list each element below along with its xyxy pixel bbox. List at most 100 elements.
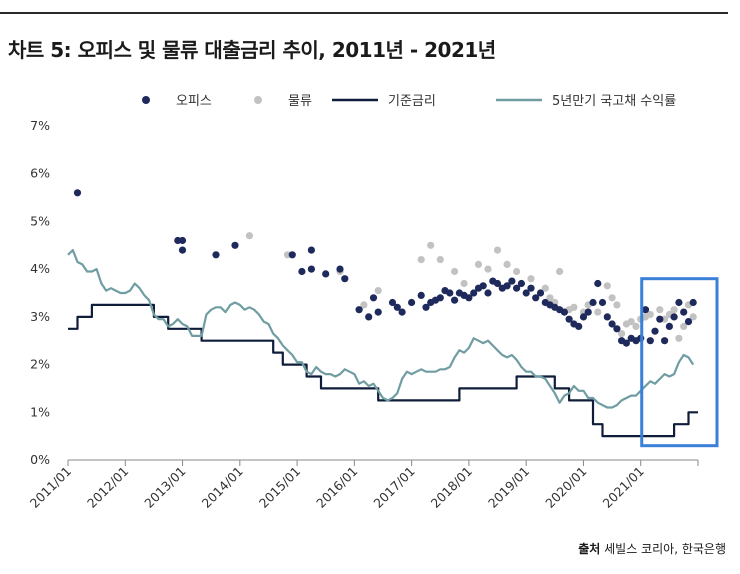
- logistics-point: [245, 232, 253, 240]
- office-point: [589, 298, 597, 307]
- office-point: [493, 279, 502, 288]
- office-point: [408, 298, 416, 307]
- logistics-point: [603, 282, 611, 290]
- logistics-point: [451, 267, 459, 276]
- office-point: [298, 267, 306, 276]
- office-point: [579, 313, 588, 321]
- office-point: [608, 320, 616, 328]
- logistics-point: [493, 246, 502, 254]
- office-point: [603, 313, 611, 321]
- office-point: [656, 315, 664, 323]
- office-point: [517, 279, 526, 288]
- y-tick-label: 0%: [30, 452, 50, 467]
- legend-label-office: 오피스: [176, 94, 212, 109]
- logistics-point: [689, 313, 697, 321]
- office-point: [307, 265, 315, 273]
- logistics-point: [436, 256, 444, 264]
- office-point: [560, 308, 569, 316]
- logistics-point: [632, 322, 640, 330]
- office-point: [470, 289, 478, 297]
- logistics-point: [360, 301, 368, 309]
- x-tick-label: 2017/01: [370, 464, 417, 511]
- logistics-point: [427, 241, 435, 249]
- x-tick-label: 2012/01: [84, 464, 131, 511]
- base_rate-line: [68, 303, 698, 438]
- y-tick-label: 2%: [30, 357, 50, 372]
- office-point: [675, 298, 683, 307]
- office-point: [451, 296, 459, 304]
- legend: 오피스 물류 기준금리 5년만기 국고채 수익률: [142, 94, 676, 109]
- office-point: [212, 251, 220, 259]
- office-point: [575, 322, 583, 330]
- x-axis: 2011/01 2012/01 2013/01 2014/01 2015/01 2016/…: [27, 459, 699, 511]
- office-point: [178, 246, 187, 254]
- x-tick-label: 2019/01: [485, 464, 532, 511]
- source-label: 출처: [578, 542, 601, 556]
- office-point: [436, 294, 444, 302]
- office-point: [565, 315, 573, 323]
- y-axis: 0% 1% 2% 3% 4% 5% 6% 7%: [30, 118, 50, 467]
- logistics-point: [474, 260, 483, 268]
- office-point: [231, 241, 239, 249]
- office-point: [613, 325, 621, 333]
- office-point: [622, 339, 631, 347]
- highlight-rect: [640, 277, 719, 448]
- logistics-point: [618, 330, 626, 338]
- logistics-point: [646, 310, 654, 319]
- logistics-point: [613, 301, 621, 309]
- office-point: [388, 298, 397, 307]
- logistics-point: [513, 267, 521, 276]
- y-tick-label: 4%: [30, 261, 50, 276]
- logistics-point: [374, 287, 382, 295]
- office-point: [178, 236, 187, 245]
- office-point: [584, 308, 592, 316]
- office-point: [513, 284, 521, 292]
- office-point: [341, 275, 349, 283]
- top-rule: [0, 12, 728, 14]
- logistics-point: [670, 306, 678, 314]
- office-point: [422, 303, 430, 311]
- logistics-point: [556, 267, 564, 276]
- office-point: [365, 313, 373, 321]
- series-dots: [73, 189, 697, 347]
- logistics-point: [527, 275, 535, 283]
- bond_5y-line: [67, 249, 695, 409]
- office-point: [670, 313, 678, 321]
- legend-marker-office: [142, 96, 150, 104]
- office-point: [288, 251, 296, 259]
- office-point: [680, 308, 688, 316]
- logistics-point: [484, 265, 492, 273]
- logistics-point: [546, 294, 554, 302]
- source-text: 세빌스 코리아, 한국은행: [604, 542, 726, 556]
- office-point: [598, 298, 607, 307]
- office-point: [307, 246, 315, 254]
- logistics-point: [460, 279, 468, 288]
- office-point: [322, 270, 330, 278]
- x-tick-label: 2013/01: [141, 464, 188, 511]
- y-tick-label: 6%: [30, 166, 50, 181]
- y-tick-label: 3%: [30, 309, 50, 324]
- logistics-point: [570, 303, 578, 311]
- logistics-point: [627, 318, 635, 326]
- office-point: [336, 265, 344, 273]
- source-note: 출처 세빌스 코리아, 한국은행: [578, 540, 726, 557]
- office-point: [465, 294, 473, 302]
- x-tick-label: 2014/01: [199, 464, 246, 511]
- office-point: [651, 327, 659, 335]
- logistics-point: [656, 306, 664, 314]
- logistics-point: [503, 260, 511, 268]
- office-point: [393, 303, 401, 311]
- office-point: [503, 282, 511, 290]
- office-point: [479, 282, 487, 290]
- office-point: [522, 289, 530, 297]
- highlight-box: [640, 277, 719, 448]
- x-tick-label: 2015/01: [256, 464, 303, 511]
- office-point: [374, 308, 382, 316]
- y-tick-label: 7%: [30, 118, 50, 133]
- logistics-point: [417, 256, 425, 264]
- office-point: [641, 306, 650, 314]
- office-point: [417, 291, 425, 299]
- office-point: [684, 318, 693, 326]
- office-point: [508, 277, 516, 285]
- logistics-point: [675, 334, 683, 342]
